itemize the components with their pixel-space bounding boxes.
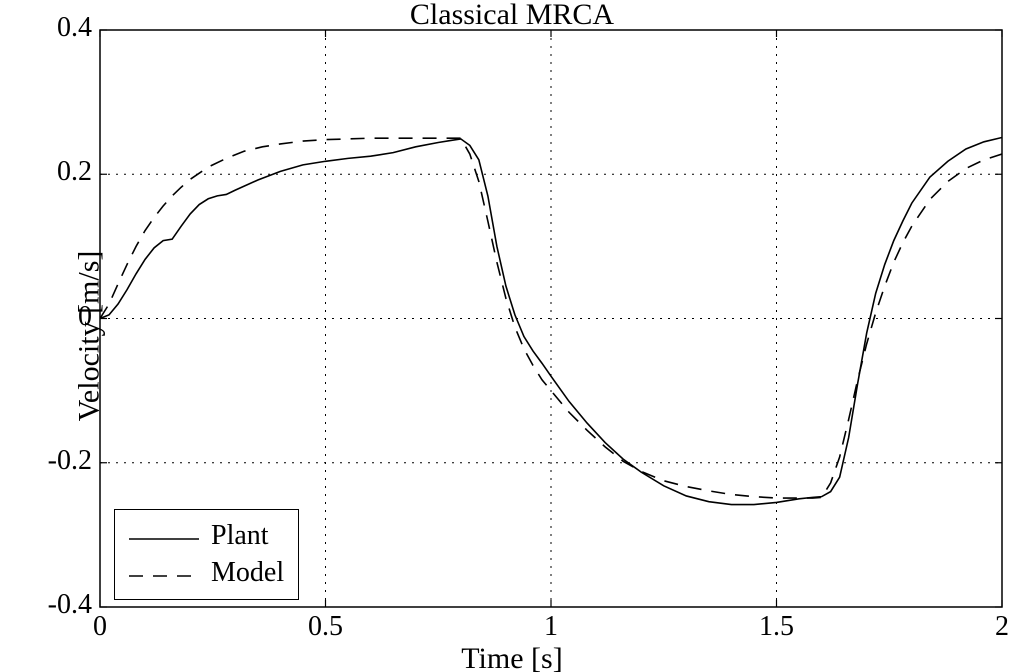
series-plant — [100, 137, 1002, 504]
y-tick-label: -0.2 — [32, 445, 92, 477]
legend-label: Plant — [211, 518, 269, 554]
legend: PlantModel — [114, 509, 299, 600]
x-tick-label: 1.5 — [752, 611, 802, 643]
y-tick-label: -0.4 — [32, 589, 92, 621]
legend-label: Model — [211, 555, 284, 591]
chart-container: Classical MRCA Velocity [m/s] Time [s] 0… — [0, 0, 1024, 672]
y-tick-label: 0.2 — [32, 156, 92, 188]
x-tick-label: 0.5 — [301, 611, 351, 643]
legend-swatch-plant — [129, 535, 199, 537]
x-tick-label: 1 — [526, 611, 576, 643]
legend-item: Model — [129, 555, 284, 591]
y-tick-label: 0.4 — [32, 12, 92, 44]
legend-swatch-model — [129, 572, 199, 574]
y-tick-label: 0 — [32, 301, 92, 333]
x-tick-label: 2 — [977, 611, 1024, 643]
legend-item: Plant — [129, 518, 284, 554]
